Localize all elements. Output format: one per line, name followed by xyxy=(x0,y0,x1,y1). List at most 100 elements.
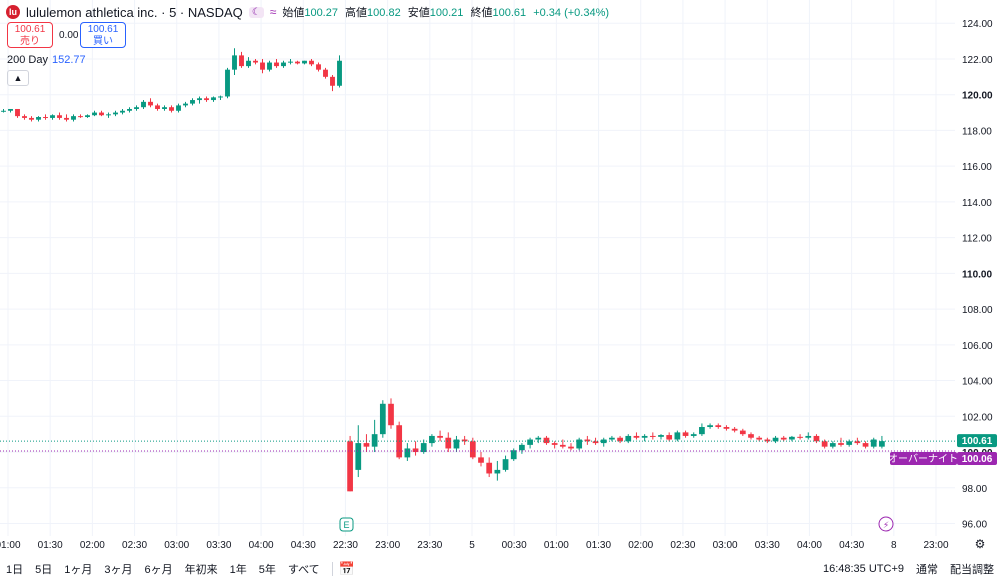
price-tick-label: 120.00 xyxy=(962,91,993,102)
range-button[interactable]: すべて xyxy=(287,564,320,576)
candle-body xyxy=(527,439,533,445)
low-label: 安値 xyxy=(407,7,430,19)
candle-body xyxy=(162,107,167,109)
candle-body xyxy=(1,110,6,112)
range-button[interactable]: 5日 xyxy=(35,564,53,576)
candle-body xyxy=(699,427,705,435)
time-tick-label: 03:00 xyxy=(164,540,189,551)
candle-body xyxy=(649,435,656,437)
candle-body xyxy=(379,403,386,435)
gear-icon[interactable]: ⚙ xyxy=(975,537,986,551)
candle-body xyxy=(347,441,353,492)
time-tick-label: 00:30 xyxy=(502,540,527,551)
candle-body xyxy=(239,55,244,67)
collapse-legend-button[interactable]: ▲ xyxy=(7,70,29,86)
range-button[interactable]: 1ヶ月 xyxy=(64,564,93,576)
candle-body xyxy=(879,441,885,447)
sell-label: 売り xyxy=(20,36,40,47)
candle-body xyxy=(846,441,853,445)
goto-date-icon[interactable]: 📅 xyxy=(338,561,355,576)
candle-body xyxy=(535,437,542,440)
overnight-tag xyxy=(890,451,957,465)
candle-body xyxy=(355,443,362,470)
time-tick-label: 23:30 xyxy=(417,540,442,551)
candle-body xyxy=(127,108,132,111)
candle-body xyxy=(78,116,83,118)
candle-body xyxy=(829,443,836,447)
last-price-label: 100.61 xyxy=(962,436,993,447)
session-toggle[interactable]: 通常 xyxy=(916,564,938,576)
candle-body xyxy=(862,443,869,447)
candle-body xyxy=(183,103,188,106)
candle-body xyxy=(748,434,754,438)
candle-body xyxy=(253,60,258,63)
time-tick-label: 01:30 xyxy=(38,540,63,551)
candle-body xyxy=(15,108,20,117)
range-button[interactable]: 1日 xyxy=(6,564,24,576)
bottom-right-controls: 16:48:35 UTC+9 通常 配当調整 xyxy=(823,558,994,580)
range-button[interactable]: 1年 xyxy=(229,564,247,576)
earnings-icon[interactable] xyxy=(339,517,354,532)
price-tick-label: 108.00 xyxy=(962,305,993,316)
candle-body xyxy=(134,107,139,109)
price-tick-label: 104.00 xyxy=(962,377,993,388)
clock[interactable]: 16:48:35 UTC+9 xyxy=(822,563,904,575)
time-tick-label: 23:00 xyxy=(923,540,948,551)
candle-body xyxy=(731,428,738,431)
earnings-letter: E xyxy=(343,520,349,530)
candle-body xyxy=(57,115,62,118)
candle-body xyxy=(469,441,476,458)
dividend-icon[interactable] xyxy=(878,516,894,532)
price-tick-label: 96.00 xyxy=(962,519,987,530)
candle-body xyxy=(71,116,76,120)
spread-value: 0.00 xyxy=(59,30,79,41)
candle-body xyxy=(854,441,861,444)
symbol-legend: lu lululemon athletica inc. · 5 · NASDAQ… xyxy=(6,2,613,22)
approx-icon[interactable]: ≈ xyxy=(269,5,277,19)
buy-label: 買い xyxy=(93,36,113,47)
lightning-icon: ⚡ xyxy=(883,520,889,530)
candle-body xyxy=(92,112,97,116)
price-tick-label: 118.00 xyxy=(962,126,992,137)
price-chart[interactable]: 124.00 122.00 120.00 118.00 116.00 114.00 112.… xyxy=(0,0,1000,558)
candle-body xyxy=(225,69,230,97)
buy-button[interactable]: 100.61 買い xyxy=(80,22,126,48)
time-tick-label: 03:00 xyxy=(713,540,738,551)
candle-body xyxy=(707,425,713,428)
ma-value: 152.77 xyxy=(51,54,86,66)
overnight-price-badge xyxy=(957,451,997,465)
candle-body xyxy=(22,116,27,118)
candle-body xyxy=(789,436,795,440)
candle-body xyxy=(371,434,378,447)
candle-body xyxy=(543,437,550,444)
candle-body xyxy=(682,432,689,436)
price-tick-label: 112.00 xyxy=(962,234,992,245)
candle-body xyxy=(246,60,251,67)
time-tick-label: 02:00 xyxy=(628,540,653,551)
candle-body xyxy=(197,98,202,101)
candle-body xyxy=(715,425,722,428)
candle-body xyxy=(519,444,525,451)
sell-button[interactable]: 100.61 売り xyxy=(7,22,53,48)
adjust-toggle[interactable]: 配当調整 xyxy=(950,564,994,576)
time-tick-label: 01:00 xyxy=(0,540,21,551)
range-button[interactable]: 6ヶ月 xyxy=(144,564,173,576)
range-button[interactable]: 5年 xyxy=(258,564,276,576)
bottom-toolbar: 1日 5日 1ヶ月 3ヶ月 6ヶ月 年初来 1年 5年 すべて 📅 16:48:35 UTC+9… xyxy=(0,558,1000,580)
candle-body xyxy=(838,443,844,445)
candle-body xyxy=(260,62,265,70)
candle-body xyxy=(148,101,153,106)
candle-body xyxy=(64,117,69,120)
candle-body xyxy=(232,55,237,70)
candle-body xyxy=(99,112,104,116)
candle-body xyxy=(85,115,90,118)
symbol-logo: lu xyxy=(6,5,20,19)
symbol-title[interactable]: lululemon athletica inc. · 5 · NASDAQ xyxy=(26,4,243,20)
candle-body xyxy=(445,437,452,449)
range-button[interactable]: 3ヶ月 xyxy=(104,564,133,576)
moon-icon[interactable]: ☾ xyxy=(248,6,264,18)
ma-legend[interactable]: 200 Day 152.77 xyxy=(7,54,86,66)
candle-body xyxy=(281,62,286,67)
candle-body xyxy=(330,76,335,86)
range-button[interactable]: 年初来 xyxy=(184,564,218,576)
